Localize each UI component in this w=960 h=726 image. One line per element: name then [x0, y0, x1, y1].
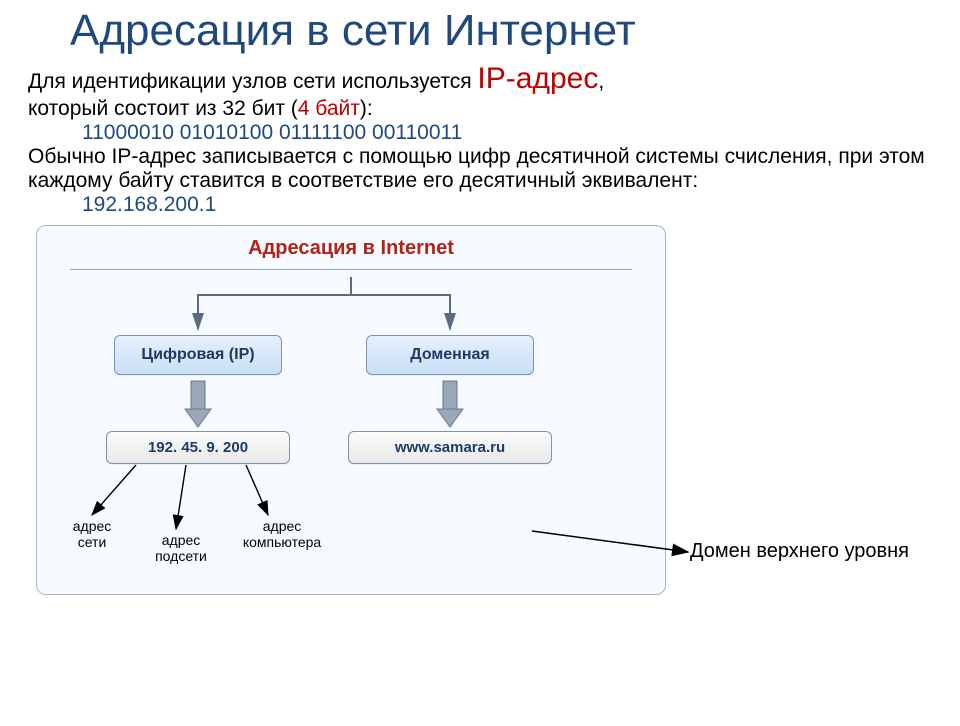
tld-label: Домен верхнего уровня	[690, 540, 909, 563]
tld-arrow	[0, 6, 960, 726]
